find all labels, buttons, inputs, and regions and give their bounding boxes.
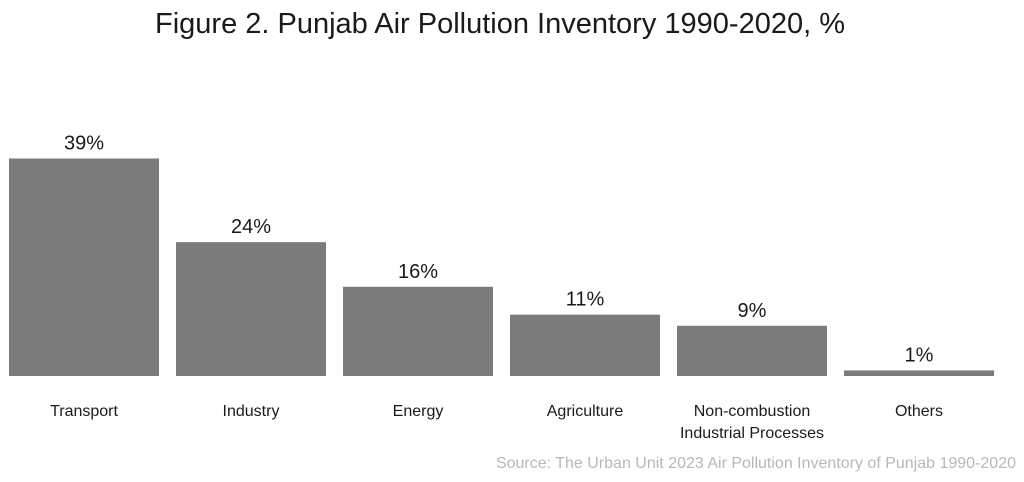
value-label-1: 24% bbox=[231, 216, 271, 238]
value-label-3: 11% bbox=[566, 289, 605, 311]
value-label-2: 16% bbox=[398, 261, 438, 283]
bar-0 bbox=[9, 158, 159, 376]
bar-1 bbox=[176, 242, 326, 376]
category-label-2: Energy bbox=[393, 403, 444, 420]
category-label-0: Transport bbox=[50, 403, 118, 420]
value-label-4: 9% bbox=[738, 300, 767, 322]
bar-4 bbox=[677, 325, 827, 376]
value-label-5: 1% bbox=[905, 344, 934, 366]
bar-3 bbox=[510, 314, 660, 376]
category-label-5: Others bbox=[895, 403, 943, 420]
bar-5 bbox=[844, 370, 994, 376]
value-label-0: 39% bbox=[64, 133, 104, 155]
source-note: Source: The Urban Unit 2023 Air Pollutio… bbox=[495, 455, 1016, 472]
category-label-3: Agriculture bbox=[547, 403, 624, 420]
category-label-4-1: Industrial Processes bbox=[680, 425, 824, 442]
chart-title: Figure 2. Punjab Air Pollution Inventory… bbox=[155, 8, 845, 40]
category-label-1: Industry bbox=[223, 403, 280, 420]
bar-2 bbox=[343, 286, 493, 376]
category-label-4-0: Non-combustion bbox=[694, 403, 811, 420]
